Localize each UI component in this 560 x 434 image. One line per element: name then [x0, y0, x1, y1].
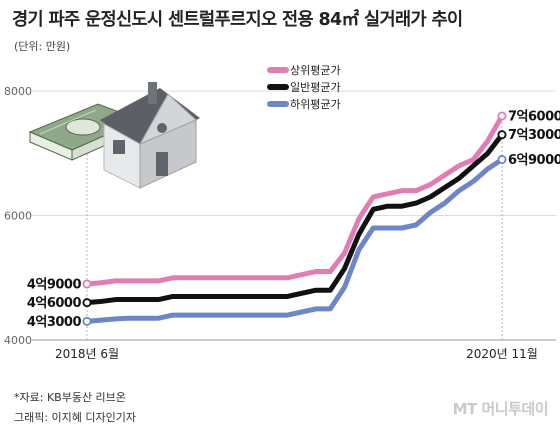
y-tick-label: 6000: [4, 210, 32, 223]
start-marker: [82, 316, 92, 326]
end-value-label: 6억9000: [508, 153, 560, 168]
y-axis-ticks: 4000 6000 8000: [4, 85, 32, 347]
series-line: [84, 132, 505, 306]
series-line: [84, 157, 505, 324]
legend-label: 하위평균가: [290, 97, 341, 111]
unit-label: (단위: 만원): [14, 40, 71, 53]
start-marker: [82, 298, 92, 308]
chart-title: 경기 파주 운정신도시 센트럴푸르지오 전용 84㎡ 실거래가 추이: [12, 10, 463, 30]
endpoint-markers: 4억9000 7억6000 4억6000 7억3000 4억3000 6억9000: [27, 110, 560, 330]
start-value-label: 4억3000: [27, 315, 82, 330]
series-lines: [84, 113, 505, 324]
house-and-money-icon: [28, 82, 200, 189]
start-value-label: 4억6000: [27, 296, 82, 311]
x-tick-label: 2020년 11월: [466, 347, 538, 361]
legend-label: 상위평균가: [290, 64, 341, 77]
end-marker: [497, 130, 507, 140]
start-value-label: 4억9000: [27, 278, 82, 293]
end-value-label: 7억3000: [508, 128, 560, 143]
x-tick-label: 2018년 6월: [55, 347, 119, 361]
publisher-logo: MT 머니투데이: [452, 400, 549, 418]
end-value-label: 7억6000: [508, 110, 560, 125]
y-tick-label: 8000: [4, 85, 32, 98]
legend-label: 일반평균가: [290, 80, 341, 94]
start-marker: [82, 279, 92, 289]
y-tick-label: 4000: [4, 334, 32, 347]
end-marker: [497, 111, 507, 121]
series-line: [84, 113, 505, 287]
graphic-credit: 그래픽: 이지혜 디자인기자: [14, 411, 137, 424]
source-note: *자료: KB부동산 리브온: [14, 391, 126, 404]
end-marker: [497, 155, 507, 165]
